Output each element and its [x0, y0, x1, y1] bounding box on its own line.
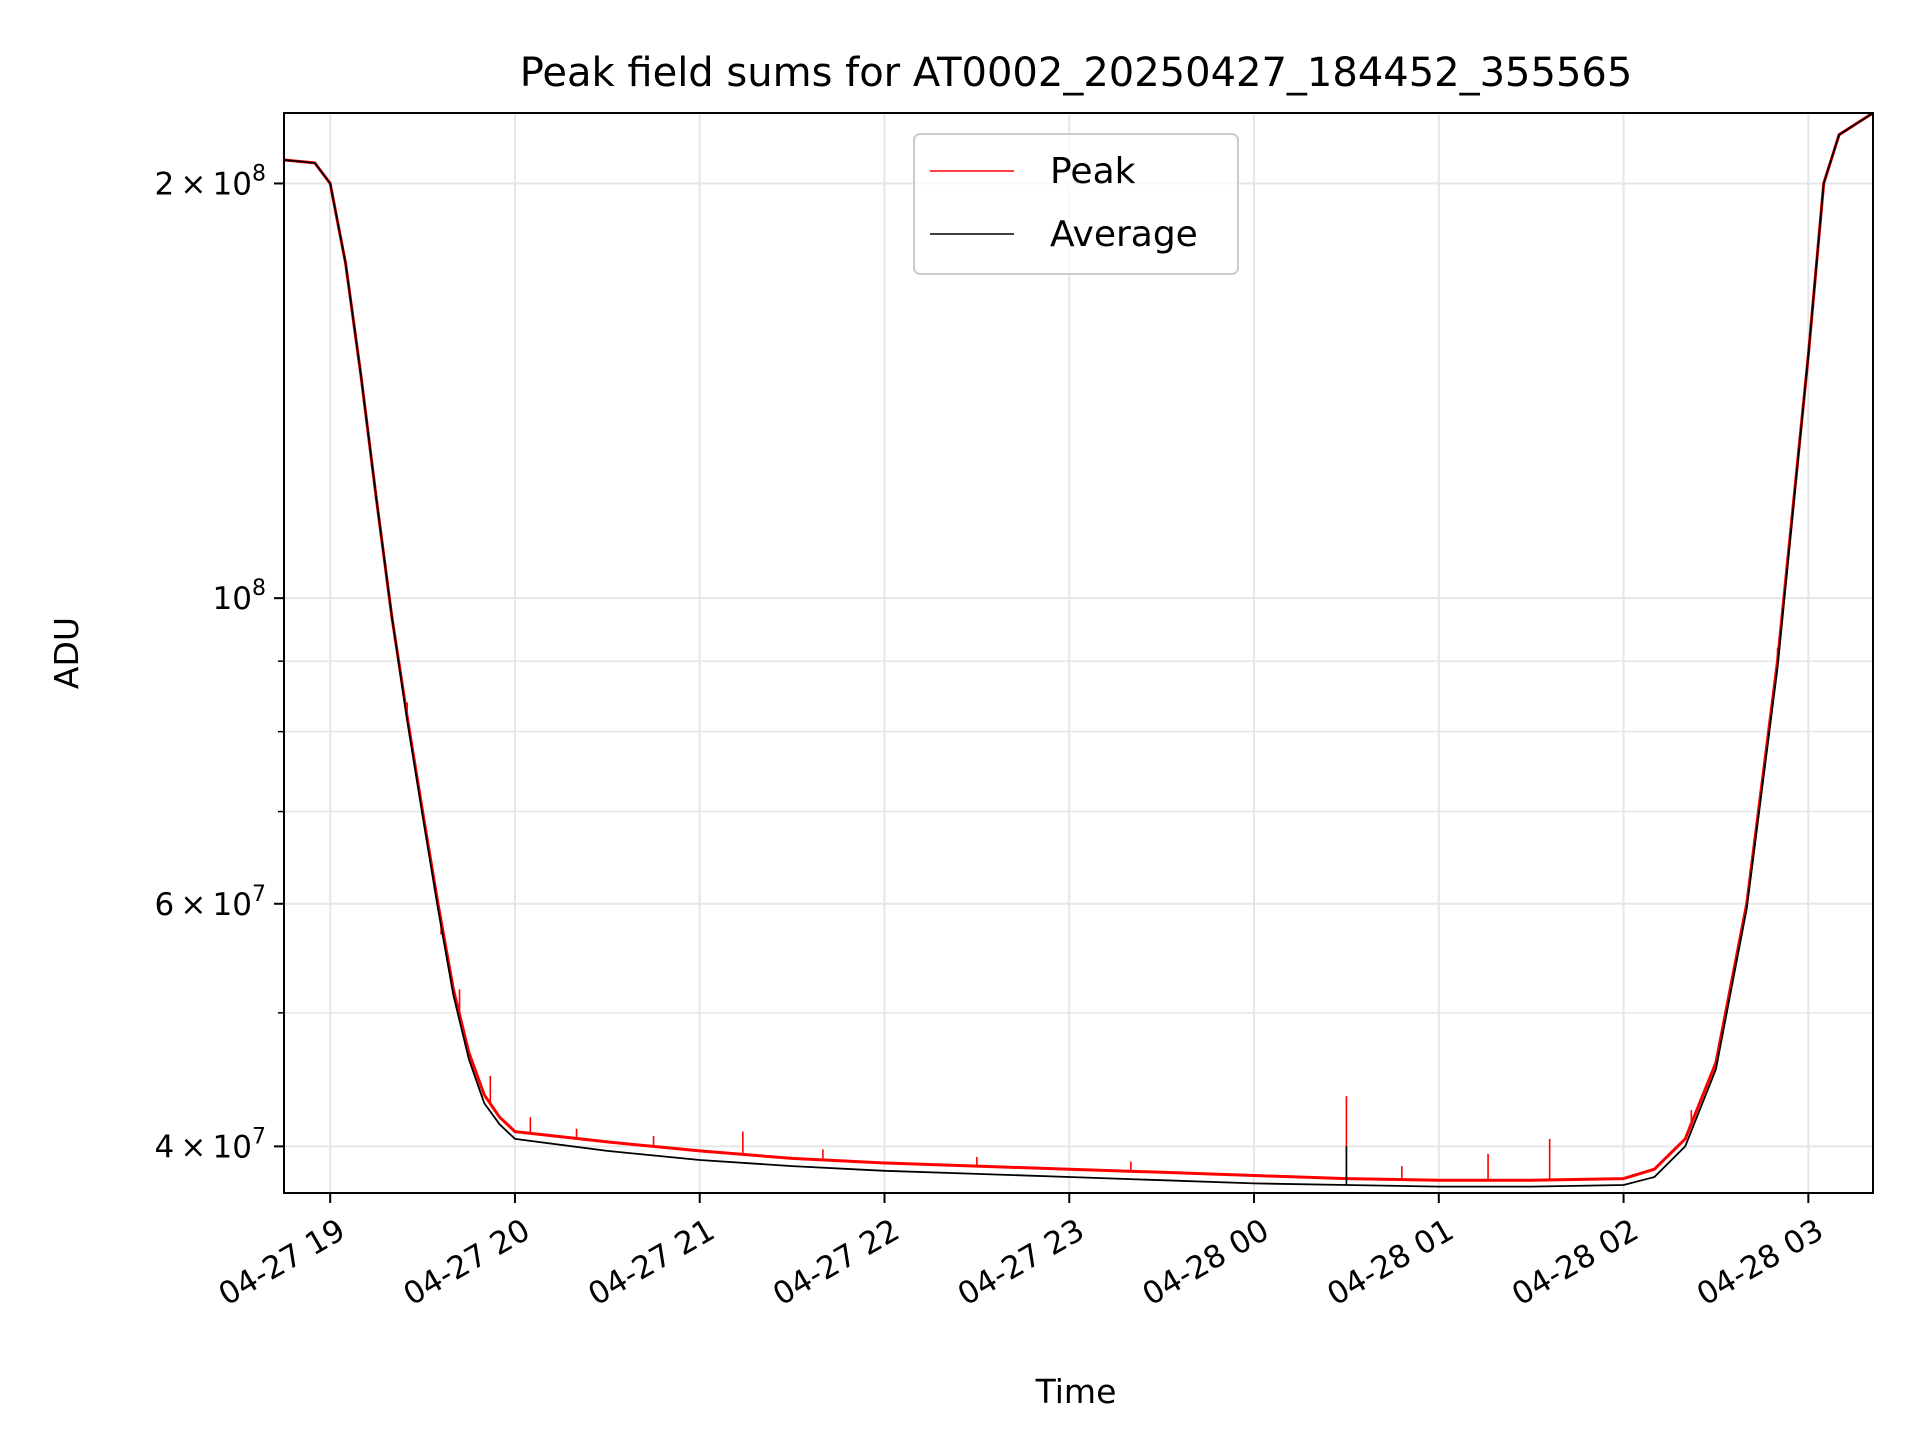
y-axis: 2 × 108 108 6 × 107 4 × 107: [154, 161, 284, 1165]
x-axis-title: Time: [1035, 1372, 1117, 1411]
legend-label-average: Average: [1050, 214, 1198, 255]
y-axis-title: ADU: [47, 617, 86, 689]
series-layer: [284, 113, 1873, 1188]
legend-label-peak: Peak: [1050, 151, 1136, 192]
plot-frame: [283, 112, 1874, 1194]
y-tick-label: 108: [213, 576, 266, 617]
y-tick-label: 6 × 107: [154, 882, 266, 923]
legend: Peak Average: [913, 133, 1239, 275]
chart-title: Peak field sums for AT0002_20250427_1844…: [520, 50, 1633, 96]
y-tick-label: 4 × 107: [154, 1124, 266, 1165]
series-line-average: [284, 113, 1873, 1188]
y-tick-label: 2 × 108: [154, 161, 266, 202]
legend-box: [913, 133, 1239, 275]
